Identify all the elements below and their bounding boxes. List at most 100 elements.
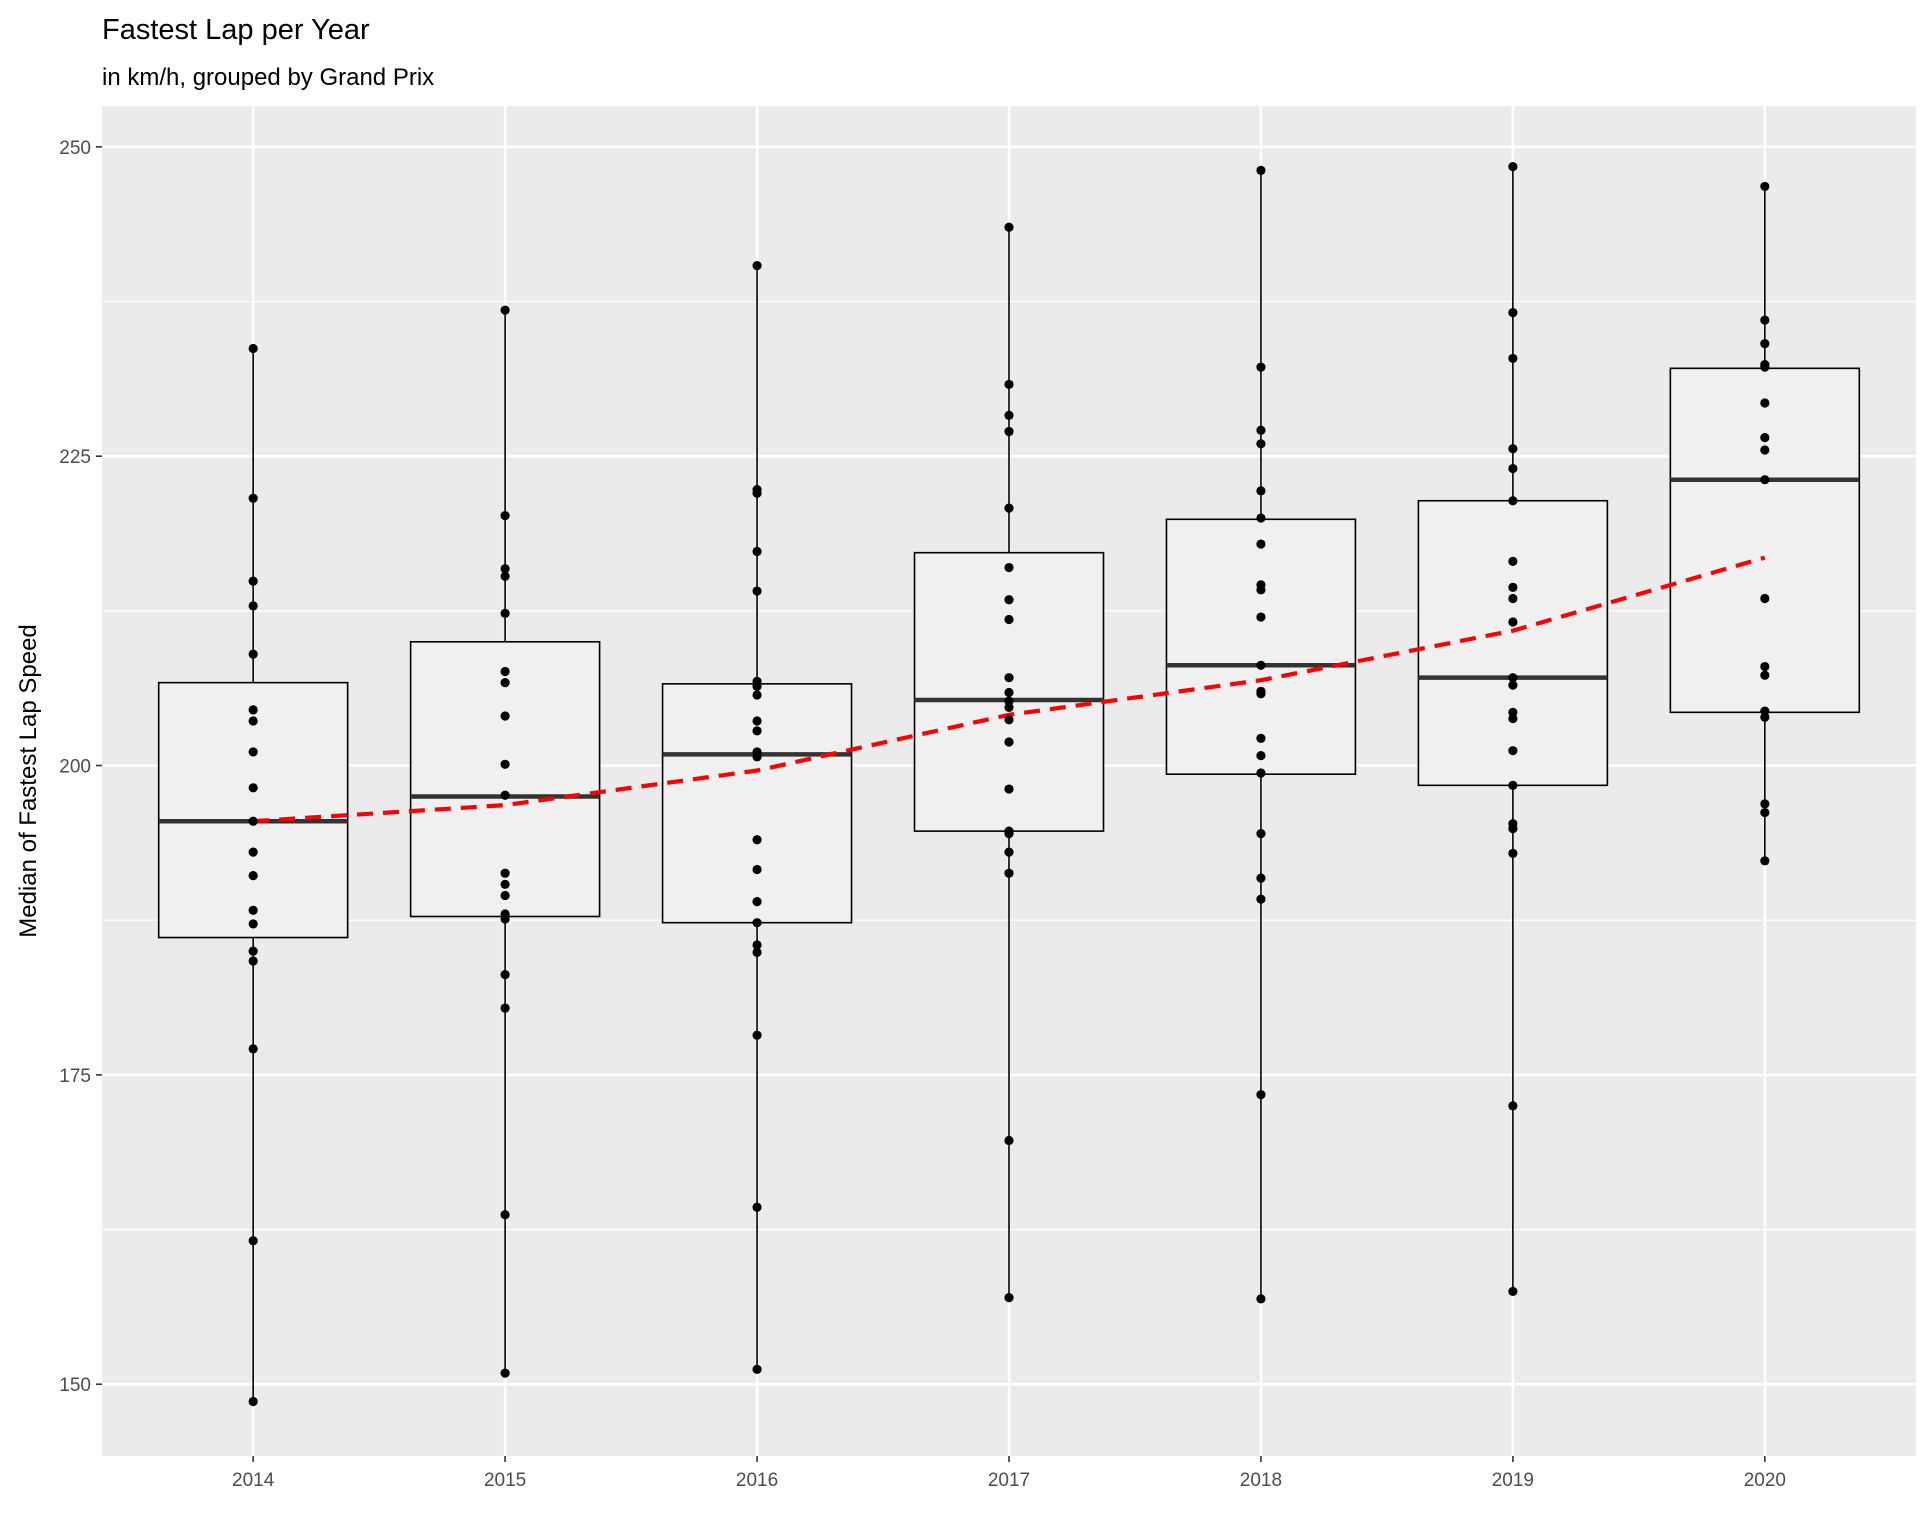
data-point: [1256, 362, 1266, 372]
data-point: [248, 871, 258, 881]
data-point: [1256, 660, 1266, 670]
data-point: [1760, 398, 1770, 408]
data-point: [1004, 1293, 1014, 1303]
data-point: [1760, 670, 1770, 680]
data-point: [1004, 737, 1014, 747]
data-point: [248, 1236, 258, 1246]
data-point: [500, 879, 510, 889]
data-point: [1004, 868, 1014, 878]
chart-subtitle: in km/h, grouped by Grand Prix: [102, 64, 434, 91]
data-point: [1760, 315, 1770, 325]
data-point: [500, 678, 510, 688]
data-point: [1004, 673, 1014, 683]
data-point: [752, 681, 762, 691]
data-point: [1004, 614, 1014, 625]
data-point: [1760, 799, 1770, 809]
data-point: [248, 905, 258, 915]
x-tick-label: 2014: [232, 1470, 275, 1491]
data-point: [752, 546, 762, 557]
data-point: [1004, 702, 1014, 712]
data-point: [1508, 308, 1518, 318]
points-group: [248, 162, 1770, 1407]
points-2016: [752, 261, 762, 1374]
data-point: [752, 1364, 762, 1374]
data-point: [248, 816, 258, 826]
data-point: [500, 571, 510, 581]
data-point: [1256, 1294, 1266, 1304]
data-point: [752, 940, 762, 950]
data-point: [248, 1396, 258, 1407]
data-point: [1508, 1286, 1518, 1297]
data-point: [1256, 585, 1266, 595]
data-point: [1508, 556, 1518, 566]
data-point: [1508, 780, 1518, 790]
points-2018: [1256, 165, 1266, 1304]
data-point: [1256, 513, 1266, 523]
data-point: [1508, 353, 1518, 364]
data-point: [752, 835, 762, 845]
chart-title: Fastest Lap per Year: [102, 14, 370, 46]
data-point: [1760, 712, 1770, 722]
data-point: [1760, 181, 1770, 192]
data-point: [1004, 222, 1014, 232]
data-point: [1256, 539, 1266, 549]
data-point: [1760, 593, 1770, 604]
data-point: [1760, 445, 1770, 455]
data-point: [1508, 713, 1518, 724]
points-2020: [1760, 181, 1770, 866]
data-point: [1508, 593, 1518, 604]
data-point: [1256, 689, 1266, 699]
data-point: [1256, 751, 1266, 761]
data-point: [752, 261, 762, 271]
x-tick-label: 2015: [484, 1470, 526, 1491]
data-point: [248, 956, 258, 966]
data-point: [1004, 828, 1014, 839]
points-2014: [248, 343, 258, 1407]
data-point: [500, 868, 510, 878]
data-point: [1508, 444, 1518, 454]
points-2017: [1004, 222, 1014, 1303]
y-tick-label: 250: [59, 138, 91, 159]
data-point: [1004, 1135, 1014, 1146]
data-point: [248, 716, 258, 726]
data-point: [500, 1210, 510, 1220]
data-point: [1760, 807, 1770, 818]
data-point: [1004, 426, 1014, 437]
data-point: [1760, 338, 1770, 349]
data-point: [248, 946, 258, 956]
x-tick-label: 2016: [736, 1470, 778, 1491]
data-point: [1760, 433, 1770, 443]
data-point: [1004, 379, 1014, 390]
data-point: [1004, 687, 1014, 698]
data-point: [1256, 486, 1266, 496]
boxes-group: [157, 166, 1861, 1402]
data-point: [500, 1368, 510, 1378]
x-tick-label: 2018: [1240, 1470, 1282, 1491]
data-point: [500, 666, 510, 677]
data-point: [1256, 425, 1266, 435]
data-point: [752, 1202, 762, 1212]
data-point: [500, 970, 510, 980]
y-axis-title: Median of Fastest Lap Speed: [15, 624, 42, 938]
data-point: [1256, 768, 1266, 778]
data-point: [752, 752, 762, 762]
y-tick-label: 225: [59, 447, 91, 468]
data-point: [248, 343, 258, 354]
data-point: [1004, 503, 1014, 513]
data-point: [1004, 410, 1014, 420]
data-point: [1256, 612, 1266, 622]
data-point: [500, 1003, 510, 1013]
data-point: [248, 747, 258, 757]
y-tick-label: 175: [59, 1066, 91, 1087]
data-point: [1004, 562, 1014, 573]
data-point: [500, 790, 510, 800]
data-point: [752, 586, 762, 596]
axis-group: 150 175 200 225 250 2014 2015 2016 2017 2018 2019 2…: [59, 138, 1786, 1491]
data-point: [1508, 673, 1518, 683]
data-point: [248, 1044, 258, 1054]
data-point: [752, 690, 762, 700]
data-point: [752, 897, 762, 907]
data-point: [500, 914, 510, 924]
data-point: [1256, 894, 1266, 904]
data-point: [248, 649, 258, 659]
